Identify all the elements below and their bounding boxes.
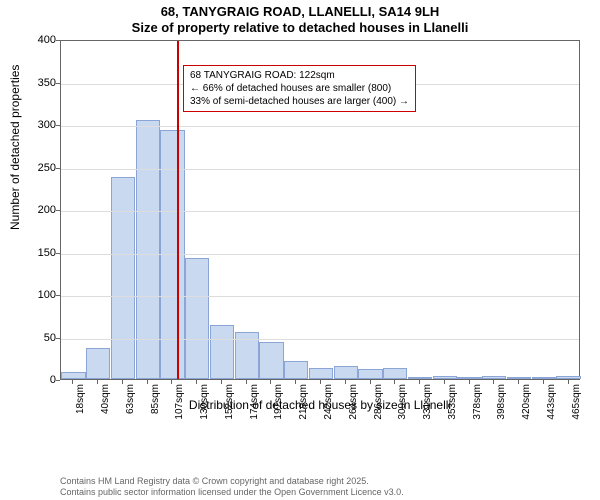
x-tick-mark	[147, 380, 148, 384]
gridline	[61, 169, 579, 170]
bar	[358, 369, 382, 379]
bar	[457, 377, 481, 379]
gridline	[61, 211, 579, 212]
y-tick-mark	[56, 40, 60, 41]
x-tick-mark	[493, 380, 494, 384]
y-tick-mark	[56, 295, 60, 296]
x-tick-mark	[221, 380, 222, 384]
bar	[111, 177, 135, 379]
bar	[507, 377, 531, 379]
title-block: 68, TANYGRAIG ROAD, LLANELLI, SA14 9LH S…	[0, 0, 600, 35]
footer-line1: Contains HM Land Registry data © Crown c…	[60, 476, 404, 487]
y-tick-label: 250	[38, 162, 56, 174]
annotation-line2: 33% of semi-detached houses are larger (…	[190, 95, 409, 108]
x-tick-mark	[345, 380, 346, 384]
y-tick-mark	[56, 338, 60, 339]
x-tick-mark	[246, 380, 247, 384]
y-tick-label: 100	[38, 289, 56, 301]
plot-area: 68 TANYGRAIG ROAD: 122sqm ← 66% of detac…	[60, 40, 580, 380]
bar	[556, 376, 580, 379]
x-tick-mark	[171, 380, 172, 384]
bar	[383, 368, 407, 379]
gridline	[61, 296, 579, 297]
x-tick-mark	[543, 380, 544, 384]
annotation-line1: ← 66% of detached houses are smaller (80…	[190, 82, 409, 95]
gridline	[61, 254, 579, 255]
bar	[284, 361, 308, 379]
bar	[259, 342, 283, 379]
bar	[185, 258, 209, 379]
y-tick-label: 200	[38, 204, 56, 216]
x-tick-mark	[320, 380, 321, 384]
y-tick-mark	[56, 168, 60, 169]
annotation-header: 68 TANYGRAIG ROAD: 122sqm	[190, 69, 409, 82]
gridline	[61, 126, 579, 127]
y-tick-label: 150	[38, 247, 56, 259]
gridline	[61, 339, 579, 340]
x-tick-mark	[196, 380, 197, 384]
footer-line2: Contains public sector information licen…	[60, 487, 404, 498]
x-axis-label: Distribution of detached houses by size …	[60, 398, 580, 412]
y-axis-label: Number of detached properties	[8, 65, 22, 230]
x-tick-mark	[370, 380, 371, 384]
y-tick-label: 50	[44, 332, 56, 344]
bar	[210, 325, 234, 379]
bar	[482, 376, 506, 379]
bar	[61, 372, 85, 379]
bar	[433, 376, 457, 379]
y-tick-label: 350	[38, 77, 56, 89]
x-tick-mark	[270, 380, 271, 384]
x-tick-mark	[518, 380, 519, 384]
marker-line	[177, 41, 179, 379]
x-tick-mark	[444, 380, 445, 384]
title-line1: 68, TANYGRAIG ROAD, LLANELLI, SA14 9LH	[0, 4, 600, 19]
y-tick-mark	[56, 380, 60, 381]
x-tick-mark	[394, 380, 395, 384]
y-tick-label: 0	[50, 374, 56, 386]
x-tick-mark	[122, 380, 123, 384]
bar	[532, 377, 556, 379]
y-tick-mark	[56, 83, 60, 84]
x-tick-mark	[419, 380, 420, 384]
bar	[334, 366, 358, 379]
y-tick-label: 300	[38, 119, 56, 131]
bar	[86, 348, 110, 379]
y-tick-label: 400	[38, 34, 56, 46]
annotation-box: 68 TANYGRAIG ROAD: 122sqm ← 66% of detac…	[183, 65, 416, 112]
bar	[136, 120, 160, 379]
bar	[309, 368, 333, 379]
bar	[408, 377, 432, 379]
chart-area: 68 TANYGRAIG ROAD: 122sqm ← 66% of detac…	[60, 40, 580, 440]
y-tick-mark	[56, 253, 60, 254]
x-tick-mark	[97, 380, 98, 384]
title-line2: Size of property relative to detached ho…	[0, 20, 600, 35]
y-tick-mark	[56, 210, 60, 211]
x-tick-mark	[72, 380, 73, 384]
x-tick-mark	[568, 380, 569, 384]
y-tick-mark	[56, 125, 60, 126]
x-tick-mark	[295, 380, 296, 384]
footer: Contains HM Land Registry data © Crown c…	[60, 476, 404, 498]
x-tick-mark	[469, 380, 470, 384]
